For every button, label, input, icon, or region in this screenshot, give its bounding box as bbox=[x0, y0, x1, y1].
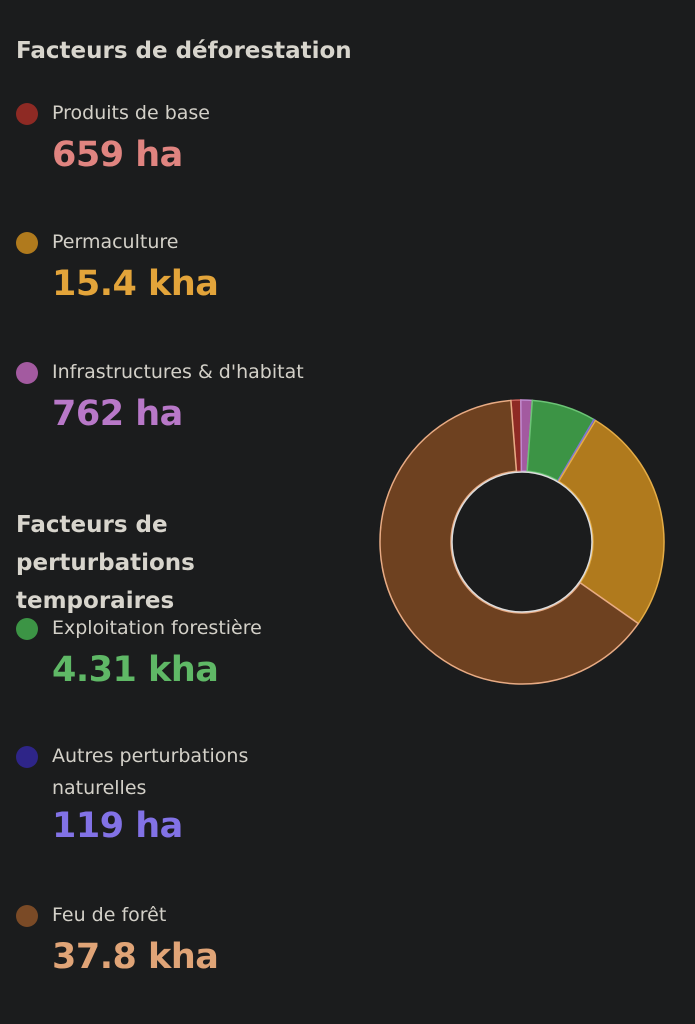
legend-item-feu-de-foret[interactable]: Feu de forêt 37.8 kha bbox=[16, 904, 336, 977]
perturbations-title: Facteurs de perturbations temporaires bbox=[16, 512, 195, 614]
legend-item-infrastructures[interactable]: Infrastructures & d'habitat 762 ha bbox=[16, 361, 336, 434]
legend-item-produits-de-base[interactable]: Produits de base 659 ha bbox=[16, 102, 336, 175]
produits-de-base-value: 659 ha bbox=[52, 135, 183, 175]
exploitation-forestiere-label: Exploitation forestière bbox=[52, 617, 262, 639]
legend-item-permaculture[interactable]: Permaculture 15.4 kha bbox=[16, 231, 336, 304]
infrastructures-value: 762 ha bbox=[52, 394, 183, 434]
permaculture-value: 15.4 kha bbox=[52, 264, 219, 304]
feu-de-foret-value: 37.8 kha bbox=[52, 937, 219, 977]
autres-perturbations-value: 119 ha bbox=[52, 806, 183, 846]
donut-chart[interactable] bbox=[376, 396, 668, 688]
infrastructures-dot-icon bbox=[16, 362, 38, 384]
produits-de-base-dot-icon bbox=[16, 103, 38, 125]
infrastructures-label: Infrastructures & d'habitat bbox=[52, 361, 304, 383]
donut-slice-permaculture[interactable] bbox=[557, 419, 665, 625]
autres-perturbations-dot-icon bbox=[16, 746, 38, 768]
deforestation-title: Facteurs de déforestation bbox=[16, 38, 352, 64]
permaculture-label: Permaculture bbox=[52, 231, 179, 253]
legend-item-exploitation-forestiere[interactable]: Exploitation forestière 4.31 kha bbox=[16, 617, 336, 690]
produits-de-base-label: Produits de base bbox=[52, 102, 210, 124]
exploitation-forestiere-value: 4.31 kha bbox=[52, 650, 219, 690]
donut-slice-feu-de-for-t[interactable] bbox=[379, 399, 640, 685]
donut-hole bbox=[451, 471, 593, 613]
legend-item-autres-perturbations[interactable]: Autres perturbations naturelles 119 ha bbox=[16, 745, 336, 846]
feu-de-foret-label: Feu de forêt bbox=[52, 904, 167, 926]
permaculture-dot-icon bbox=[16, 232, 38, 254]
autres-perturbations-label: Autres perturbations naturelles bbox=[52, 745, 249, 799]
exploitation-forestiere-dot-icon bbox=[16, 618, 38, 640]
feu-de-foret-dot-icon bbox=[16, 905, 38, 927]
